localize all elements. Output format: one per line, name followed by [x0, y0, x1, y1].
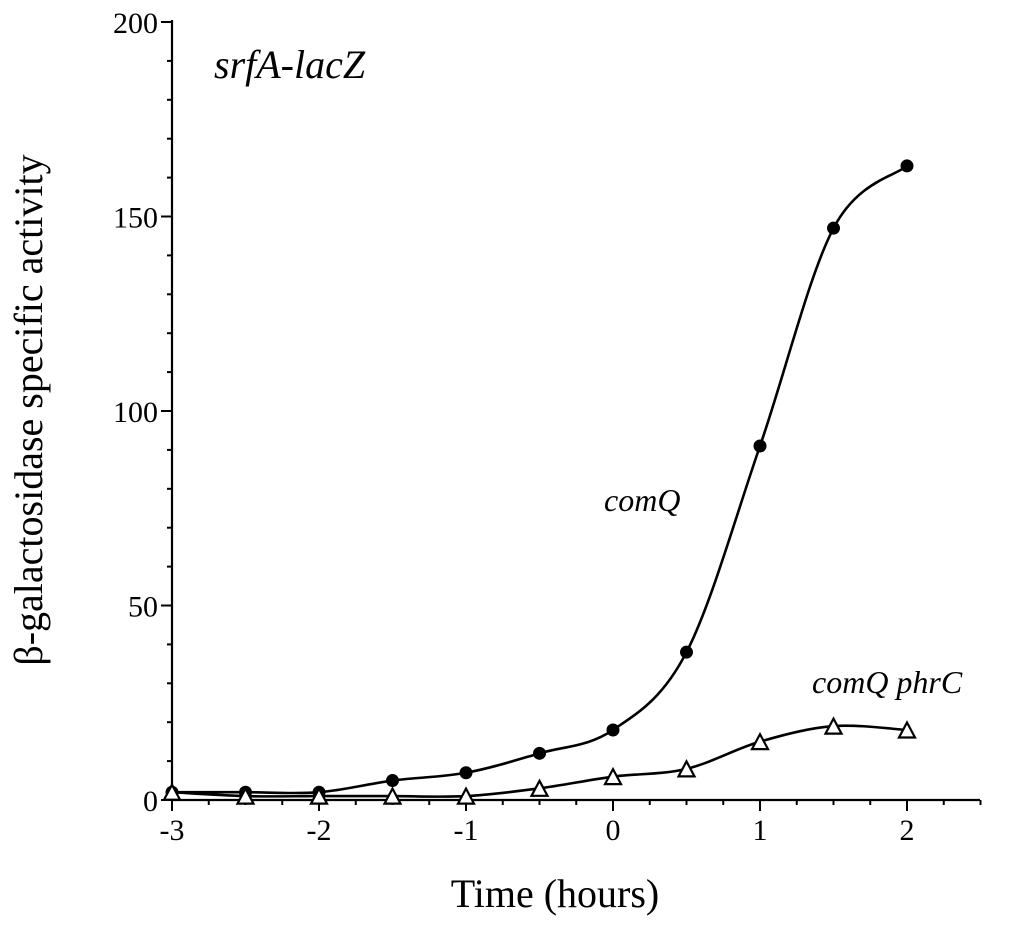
data-point-filled-circle [386, 774, 399, 788]
data-point-open-triangle [309, 786, 329, 805]
y-tick-label: 200 [113, 7, 158, 40]
x-tick-label: 1 [753, 814, 768, 847]
data-point-filled-circle [680, 645, 693, 659]
data-point-filled-circle [753, 439, 767, 453]
y-tick-label: 150 [113, 202, 158, 235]
fitted-curves [171, 164, 908, 798]
x-tick-label: -2 [307, 814, 332, 847]
data-point-filled-circle [459, 766, 473, 780]
data-point-open-triangle [382, 786, 403, 805]
data-point-open-triangle [676, 759, 697, 778]
x-axis-title: Time (hours) [451, 871, 660, 916]
data-point-open-triangle [750, 731, 770, 751]
data-point-open-triangle [823, 716, 844, 735]
y-tick-label: 50 [128, 591, 158, 624]
tick-labels: 0 50 100 150 200 -3 -2 -1 0 1 2 [113, 7, 915, 847]
y-axis-title: β-galactosidase specific activity [6, 154, 51, 665]
data-point-open-triangle [897, 720, 917, 739]
y-tick-label: 100 [113, 396, 158, 429]
data-point-filled-circle [827, 221, 840, 235]
data-point-filled-circle [900, 159, 914, 173]
data-point-open-triangle [456, 786, 476, 805]
data-markers [162, 159, 917, 805]
data-point-open-triangle [235, 786, 256, 805]
x-tick-label: -1 [454, 814, 479, 847]
series-label-comq-phrc: comQ phrC [812, 664, 963, 700]
curve-0 [172, 164, 908, 795]
x-tick-label: 2 [900, 814, 915, 847]
data-point-filled-circle [606, 723, 620, 737]
chart-annotation: srfA-lacZ [214, 42, 366, 87]
y-tick-label: 0 [143, 785, 158, 818]
data-point-open-triangle [529, 778, 550, 797]
data-point-filled-circle [533, 746, 546, 760]
major-ticks [161, 21, 908, 811]
data-point-open-triangle [162, 782, 182, 801]
x-tick-label: 0 [606, 814, 621, 847]
data-point-open-triangle [603, 766, 623, 786]
series-label-comq: comQ [604, 482, 680, 518]
x-tick-label: -3 [160, 814, 185, 847]
